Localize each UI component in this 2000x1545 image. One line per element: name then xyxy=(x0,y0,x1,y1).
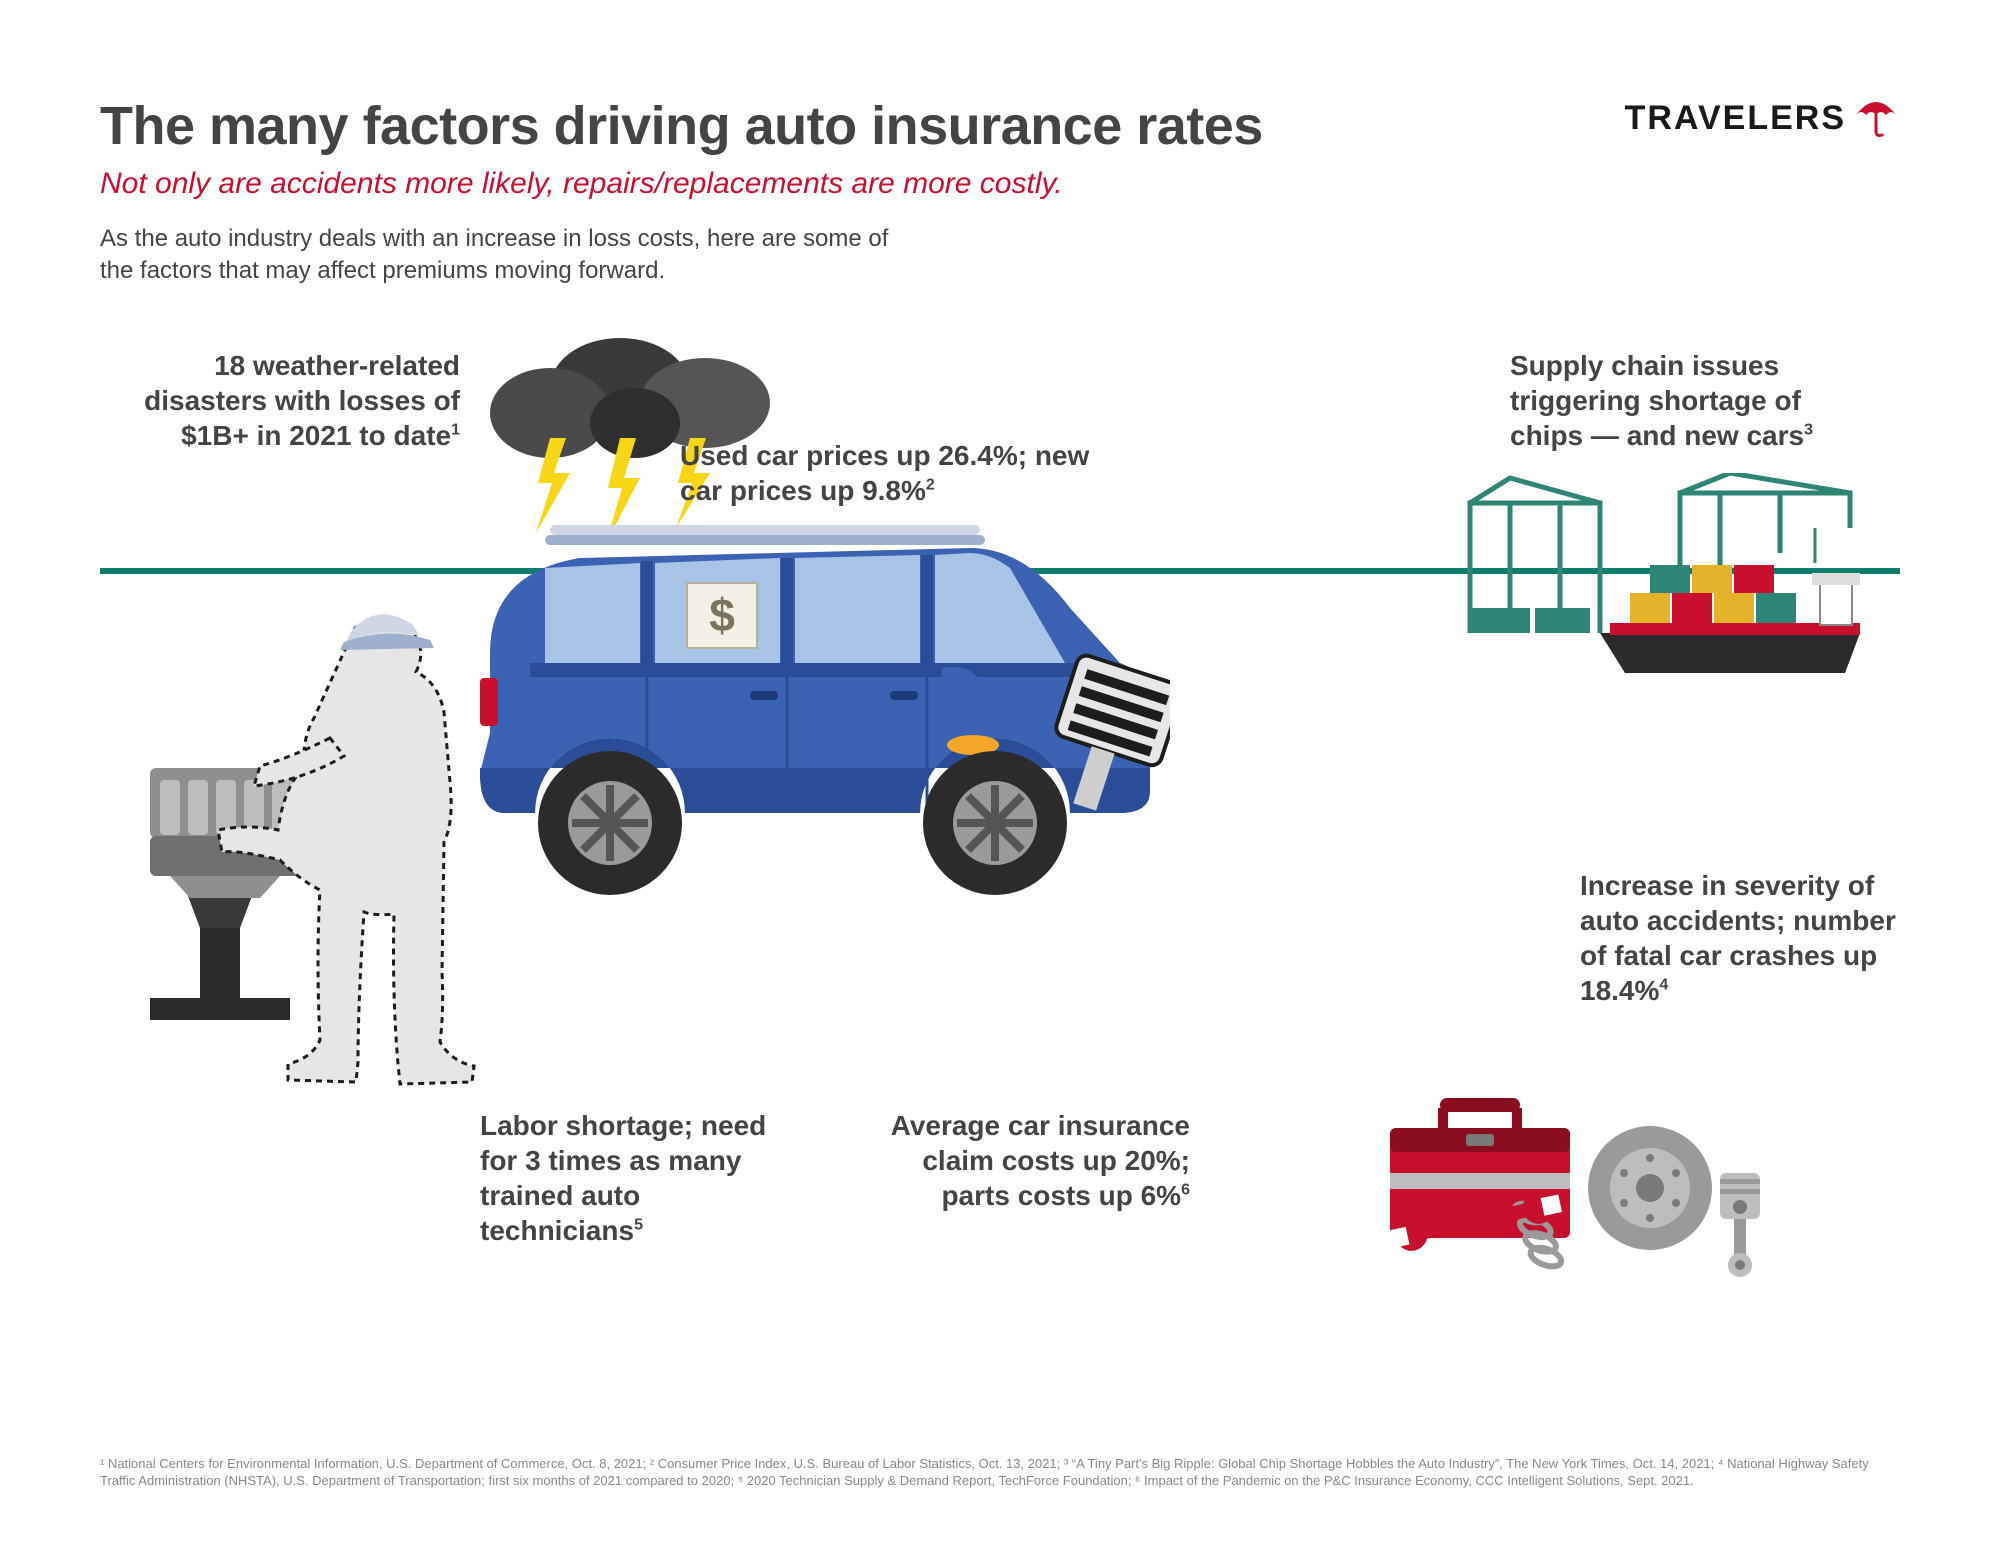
callout-prices: Used car prices up 26.4%; new car prices… xyxy=(680,438,1120,508)
callout-labor: Labor shortage; need for 3 times as many… xyxy=(480,1108,800,1248)
intro-text: As the auto industry deals with an incre… xyxy=(100,223,920,288)
toolbox-parts-icon xyxy=(1380,1078,1780,1278)
illustration-canvas: $ xyxy=(100,318,1900,1368)
footnote-ref: 6 xyxy=(1181,1181,1190,1198)
brand-logo: TRAVELERS xyxy=(1625,95,1900,142)
callout-weather-text: 18 weather-related disasters with losses… xyxy=(144,350,460,451)
callout-supply-text: Supply chain issues triggering shortage … xyxy=(1510,350,1804,451)
callout-labor-text: Labor shortage; need for 3 times as many… xyxy=(480,1110,766,1246)
footnote-ref: 5 xyxy=(634,1216,643,1233)
header: The many factors driving auto insurance … xyxy=(100,95,1900,288)
price-tag-symbol: $ xyxy=(709,589,735,641)
footnotes: ¹ National Centers for Environmental Inf… xyxy=(100,1455,1900,1490)
callout-prices-text: Used car prices up 26.4%; new car prices… xyxy=(680,440,1089,506)
callout-claim-text: Average car insurance claim costs up 20%… xyxy=(891,1110,1190,1211)
footnote-ref: 3 xyxy=(1804,421,1813,438)
suv-car-icon: $ xyxy=(450,513,1170,933)
page-subtitle: Not only are accidents more likely, repa… xyxy=(100,167,1900,201)
callout-claim: Average car insurance claim costs up 20%… xyxy=(850,1108,1190,1213)
umbrella-icon xyxy=(1852,95,1900,142)
callout-weather: 18 weather-related disasters with losses… xyxy=(130,348,460,453)
brand-wordmark: TRAVELERS xyxy=(1625,99,1846,138)
callout-supply: Supply chain issues triggering shortage … xyxy=(1510,348,1870,453)
callout-severity: Increase in severity of auto accidents; … xyxy=(1580,868,1900,1008)
footnote-ref: 1 xyxy=(451,421,460,438)
footnote-ref: 4 xyxy=(1659,976,1668,993)
footnote-ref: 2 xyxy=(926,476,935,493)
shipping-port-icon xyxy=(1450,473,1870,683)
mechanic-silhouette-icon xyxy=(130,558,480,1118)
callout-severity-text: Increase in severity of auto accidents; … xyxy=(1580,870,1896,1006)
infographic-page: The many factors driving auto insurance … xyxy=(0,0,2000,1545)
